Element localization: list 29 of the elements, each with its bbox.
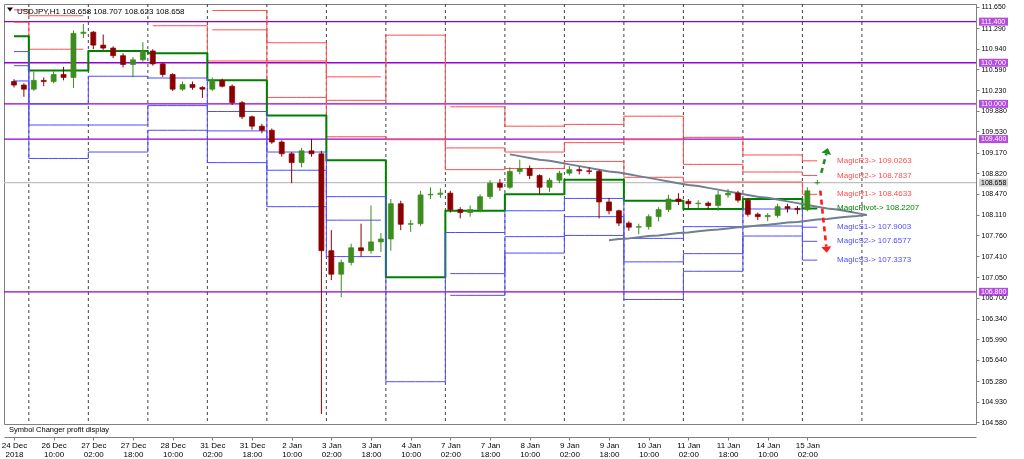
x-tick-label: 3 Jan 18:00 [361, 440, 383, 459]
x-tick-label: 27 Dec 02:00 [81, 440, 107, 459]
x-tick-label: 7 Jan 18:00 [480, 440, 502, 459]
x-tick-label: 7 Jan 02:00 [440, 440, 462, 459]
annotation: MagicS2-> 107.6577 [837, 236, 912, 246]
x-tick-label: 31 Dec 18:00 [239, 440, 266, 459]
x-tick-label: 10 Jan 10:00 [637, 440, 662, 459]
x-tick-label: 31 Dec 02:00 [200, 440, 226, 459]
x-tick-label: 9 Jan 18:00 [599, 440, 621, 459]
x-tick-label: 4 Jan 10:00 [401, 440, 422, 459]
x-tick-label: 11 Jan 02:00 [677, 440, 701, 459]
annotation: MagicS1-> 107.9003 [837, 222, 912, 232]
x-tick-label: 8 Jan 10:00 [520, 440, 541, 459]
x-tick-label: 9 Jan 02:00 [559, 440, 581, 459]
chart-title: USDJPY,H1 108.658 108.707 108.623 108.658 [17, 7, 186, 16]
annotation: MagicR2-> 108.7837 [837, 170, 913, 180]
x-tick-label: 24 Dec 2018 [1, 440, 28, 459]
x-tick-label: 3 Jan 02:00 [321, 440, 343, 459]
annotation: MagicS3-> 107.3373 [837, 255, 912, 265]
x-tick-label: 26 Dec 10:00 [41, 440, 67, 459]
x-tick-label: 15 Jan 02:00 [795, 440, 820, 459]
annotation: MagicPivot-> 108.2207 [837, 203, 920, 213]
annotation: MagicR1-> 108.4633 [837, 189, 913, 199]
x-tick-label: 14 Jan 10:00 [756, 440, 781, 459]
annotation: MagicR3-> 109.0263 [837, 155, 913, 165]
x-tick-label: 27 Dec 18:00 [120, 440, 147, 459]
x-tick-label: 2 Jan 10:00 [282, 440, 303, 459]
x-tick-label: 11 Jan 18:00 [716, 440, 741, 459]
x-tick-label: 28 Dec 10:00 [160, 440, 186, 459]
